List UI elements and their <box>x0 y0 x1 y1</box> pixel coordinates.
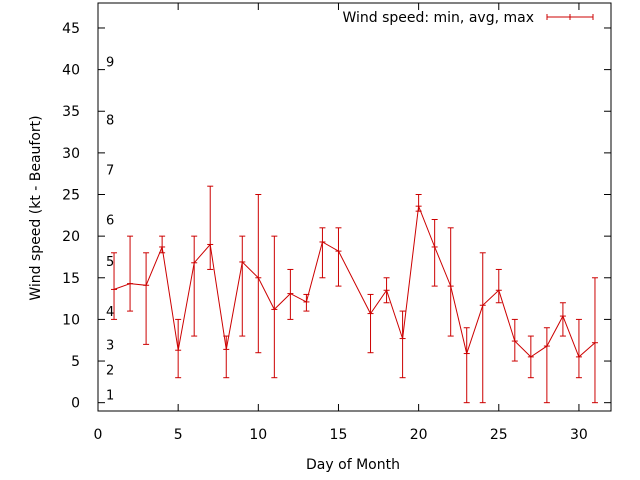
y-tick-label: 40 <box>62 63 80 79</box>
x-axis-title: Day of Month <box>306 457 400 473</box>
y-tick-label: 5 <box>71 354 80 370</box>
beaufort-label: 6 <box>106 213 114 228</box>
beaufort-label: 4 <box>106 305 114 320</box>
legend: Wind speed: min, avg, max <box>342 10 594 26</box>
y-tick-label: 25 <box>62 188 80 204</box>
y-tick-label: 15 <box>62 271 80 287</box>
x-tick-label: 20 <box>410 427 428 443</box>
x-tick-label: 5 <box>174 427 183 443</box>
beaufort-scale-labels: 1 2 3 4 5 6 7 8 9 <box>106 55 114 403</box>
beaufort-label: 3 <box>106 338 114 353</box>
x-tick-label: 10 <box>249 427 267 443</box>
legend-label: Wind speed: min, avg, max <box>342 10 534 26</box>
x-tick-label: 0 <box>94 427 103 443</box>
y-tick-label: 45 <box>62 21 80 37</box>
y-tick-label: 30 <box>62 146 80 162</box>
series-layer <box>111 185 598 404</box>
x-tick-label: 15 <box>330 427 348 443</box>
series-line <box>113 206 596 358</box>
x-tick-label: 25 <box>490 427 508 443</box>
beaufort-label: 7 <box>106 164 114 179</box>
plot-frame <box>97 2 612 412</box>
plot-border <box>97 2 612 412</box>
x-tick-label: 30 <box>570 427 588 443</box>
beaufort-label: 5 <box>106 255 114 270</box>
y-tick-label: 35 <box>62 104 80 120</box>
y-tick-label: 20 <box>62 229 80 245</box>
beaufort-label: 1 <box>106 388 114 403</box>
x-axis-ticks: 0 5 10 15 20 25 30 <box>94 3 588 443</box>
legend-sample <box>546 14 594 20</box>
beaufort-label: 8 <box>106 114 114 129</box>
beaufort-label: 9 <box>106 55 114 70</box>
beaufort-label: 2 <box>106 363 114 378</box>
y-tick-label: 10 <box>62 312 80 328</box>
y-axis-title: Wind speed (kt - Beaufort) <box>28 115 44 300</box>
y-tick-label: 0 <box>71 396 80 412</box>
